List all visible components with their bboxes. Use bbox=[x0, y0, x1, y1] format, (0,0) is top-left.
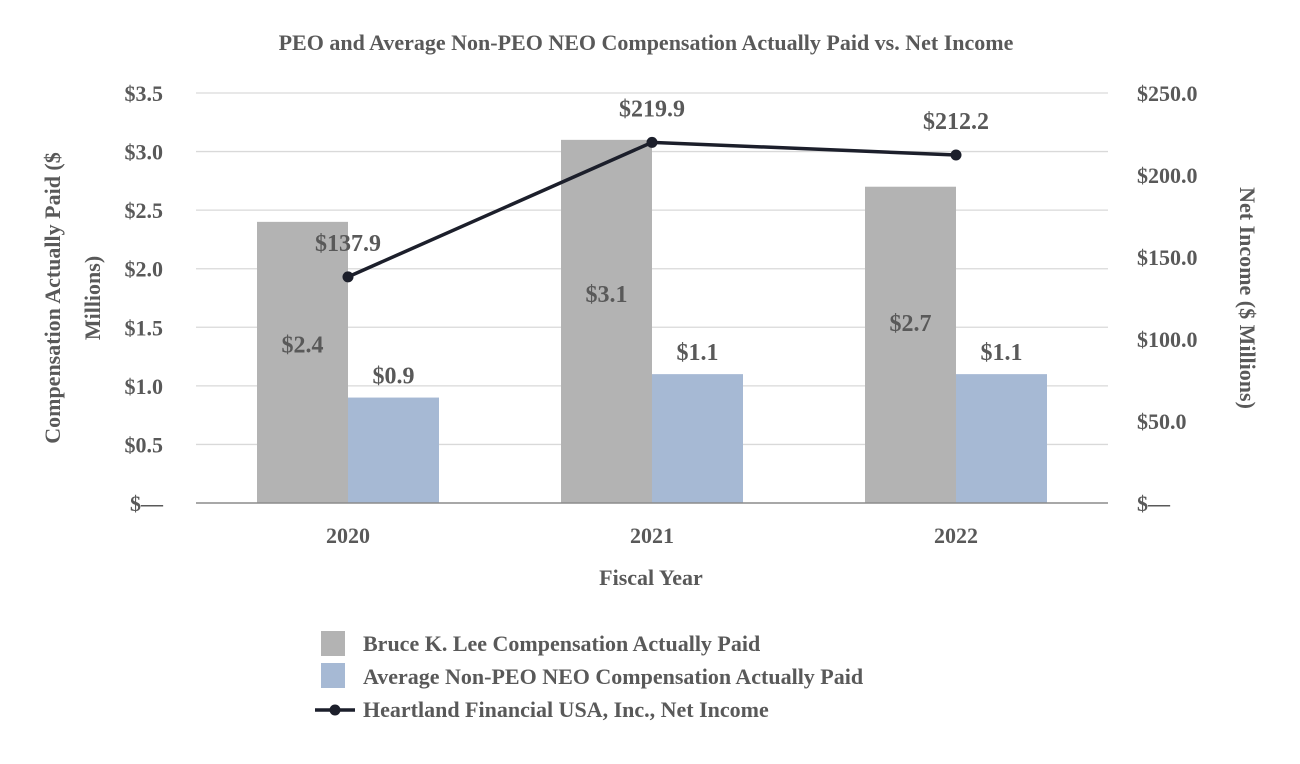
bar-lee-2022 bbox=[865, 186, 956, 503]
bar-non-peo-2022 bbox=[956, 374, 1047, 503]
y-tick-label: $1.0 bbox=[125, 374, 164, 399]
x-tick-label: 2020 bbox=[326, 523, 370, 548]
y-axis-title: Compensation Actually Paid ($ Millions) bbox=[40, 152, 105, 444]
net-income-point-2022 bbox=[950, 149, 962, 161]
bar-data-label: $0.9 bbox=[373, 364, 415, 390]
y2-tick-label: $200.0 bbox=[1137, 163, 1198, 188]
y-tick-label: $1.5 bbox=[125, 315, 164, 340]
line-labels: $137.9 $219.9 $212.2 bbox=[315, 96, 989, 256]
net-income-point-2020 bbox=[342, 271, 354, 283]
bar-data-label: $2.4 bbox=[282, 333, 324, 359]
line-data-label: $137.9 bbox=[315, 231, 381, 257]
y2-tick-label: $100.0 bbox=[1137, 327, 1198, 352]
x-axis-title: Fiscal Year bbox=[599, 565, 703, 590]
bar-lee-2021 bbox=[561, 139, 652, 503]
y2-axis-title: Net Income ($ Millions) bbox=[1235, 187, 1260, 409]
y2-axis-ticks: $250.0 $200.0 $150.0 $100.0 $50.0 $— bbox=[1137, 81, 1198, 516]
legend-label-net-income: Heartland Financial USA, Inc., Net Incom… bbox=[363, 697, 769, 722]
y2-tick-label: $— bbox=[1137, 491, 1171, 516]
bar-lee-2020 bbox=[257, 221, 348, 503]
y-tick-label: $2.5 bbox=[125, 198, 164, 223]
legend-swatch-lee bbox=[321, 631, 345, 656]
net-income-point-2021 bbox=[646, 136, 658, 148]
bar-data-label: $3.1 bbox=[586, 282, 628, 308]
bars bbox=[257, 139, 1047, 503]
y-axis-title-line2: Millions) bbox=[80, 256, 105, 340]
y-tick-label: $3.0 bbox=[125, 140, 164, 165]
bar-data-label: $2.7 bbox=[890, 311, 932, 337]
line-data-label: $219.9 bbox=[619, 96, 685, 122]
net-income-line-series bbox=[342, 136, 962, 283]
bar-data-label: $1.1 bbox=[981, 340, 1023, 366]
y-axis-ticks: $3.5 $3.0 $2.5 $2.0 $1.5 $1.0 $0.5 $— bbox=[125, 81, 165, 516]
bar-labels: $2.4 $0.9 $3.1 $1.1 $2.7 $1.1 bbox=[282, 282, 1023, 390]
legend-swatch-non-peo bbox=[321, 663, 345, 688]
x-axis-ticks: 2020 2021 2022 bbox=[326, 523, 978, 548]
y2-tick-label: $250.0 bbox=[1137, 81, 1198, 106]
y2-axis-title-text: Net Income ($ Millions) bbox=[1235, 187, 1260, 409]
x-tick-label: 2022 bbox=[934, 523, 978, 548]
y2-tick-label: $50.0 bbox=[1137, 409, 1187, 434]
legend: Bruce K. Lee Compensation Actually Paid … bbox=[315, 631, 863, 722]
y-tick-label: $3.5 bbox=[125, 81, 164, 106]
legend-label-lee: Bruce K. Lee Compensation Actually Paid bbox=[363, 631, 760, 656]
y-tick-label: $— bbox=[130, 491, 164, 516]
y-tick-label: $0.5 bbox=[125, 432, 164, 457]
legend-label-non-peo: Average Non-PEO NEO Compensation Actuall… bbox=[363, 664, 863, 689]
y-axis-title-line1: Compensation Actually Paid ($ bbox=[40, 152, 65, 444]
bar-non-peo-2021 bbox=[652, 374, 743, 503]
chart-title: PEO and Average Non-PEO NEO Compensation… bbox=[279, 30, 1014, 55]
y2-tick-label: $150.0 bbox=[1137, 245, 1198, 270]
legend-marker-net-income bbox=[329, 704, 341, 716]
y-tick-label: $2.0 bbox=[125, 257, 164, 282]
x-tick-label: 2021 bbox=[630, 523, 674, 548]
bar-data-label: $1.1 bbox=[677, 340, 719, 366]
line-data-label: $212.2 bbox=[923, 109, 989, 135]
bar-non-peo-2020 bbox=[348, 397, 439, 503]
